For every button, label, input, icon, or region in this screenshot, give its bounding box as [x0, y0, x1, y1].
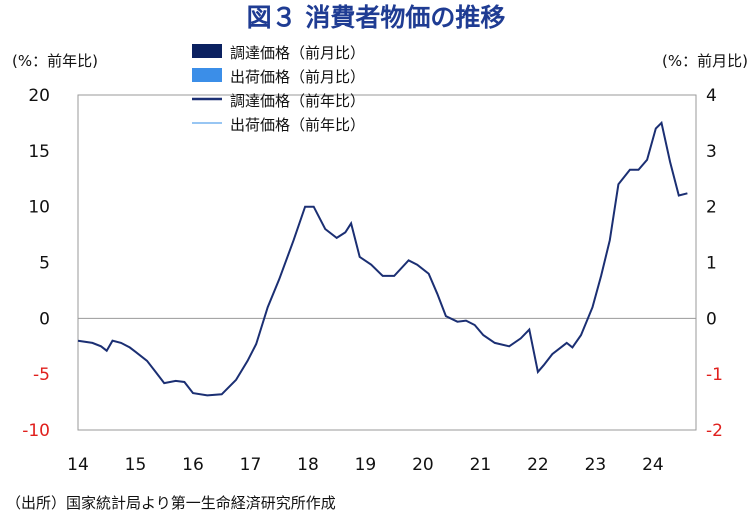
left-tick-label: 5	[39, 254, 50, 274]
right-tick-label: -1	[706, 365, 723, 385]
x-tick-label: 14	[67, 455, 89, 475]
legend-label: 出荷価格（前年比）	[230, 116, 365, 134]
right-axis-unit: (%：前月比)	[662, 52, 748, 70]
right-tick-label: 1	[706, 254, 717, 274]
right-tick-label: 4	[706, 86, 717, 106]
source-note: （出所）国家統計局より第一生命経済研究所作成	[6, 494, 336, 512]
x-tick-label: 22	[527, 455, 549, 475]
right-tick-label: 3	[706, 142, 717, 162]
legend-label: 調達価格（前年比）	[230, 92, 365, 110]
x-tick-label: 24	[642, 455, 664, 475]
right-tick-label: 0	[706, 309, 717, 329]
x-tick-label: 18	[297, 455, 319, 475]
left-tick-label: -10	[22, 421, 50, 441]
x-tick-label: 17	[240, 455, 262, 475]
legend-label: 調達価格（前月比）	[230, 44, 365, 62]
left-tick-label: 0	[39, 309, 50, 329]
left-tick-label: 15	[28, 142, 50, 162]
x-tick-label: 15	[125, 455, 147, 475]
left-tick-label: 20	[28, 86, 50, 106]
legend-swatch	[192, 68, 222, 82]
series-line-0	[77, 120, 688, 397]
x-tick-label: 21	[470, 455, 492, 475]
left-tick-label: 10	[28, 198, 50, 218]
chart-title: 図３ 消費者物価の推移	[247, 3, 506, 32]
right-tick-label: -2	[706, 421, 723, 441]
x-tick-label: 19	[355, 455, 377, 475]
legend-label: 出荷価格（前月比）	[230, 68, 365, 86]
x-tick-label: 23	[585, 455, 607, 475]
x-tick-label: 16	[182, 455, 204, 475]
x-tick-label: 20	[412, 455, 434, 475]
plot-frame	[77, 94, 697, 431]
right-tick-label: 2	[706, 198, 717, 218]
left-tick-label: -5	[33, 365, 50, 385]
legend-swatch	[192, 44, 222, 58]
left-axis-unit: (%：前年比)	[12, 52, 98, 70]
